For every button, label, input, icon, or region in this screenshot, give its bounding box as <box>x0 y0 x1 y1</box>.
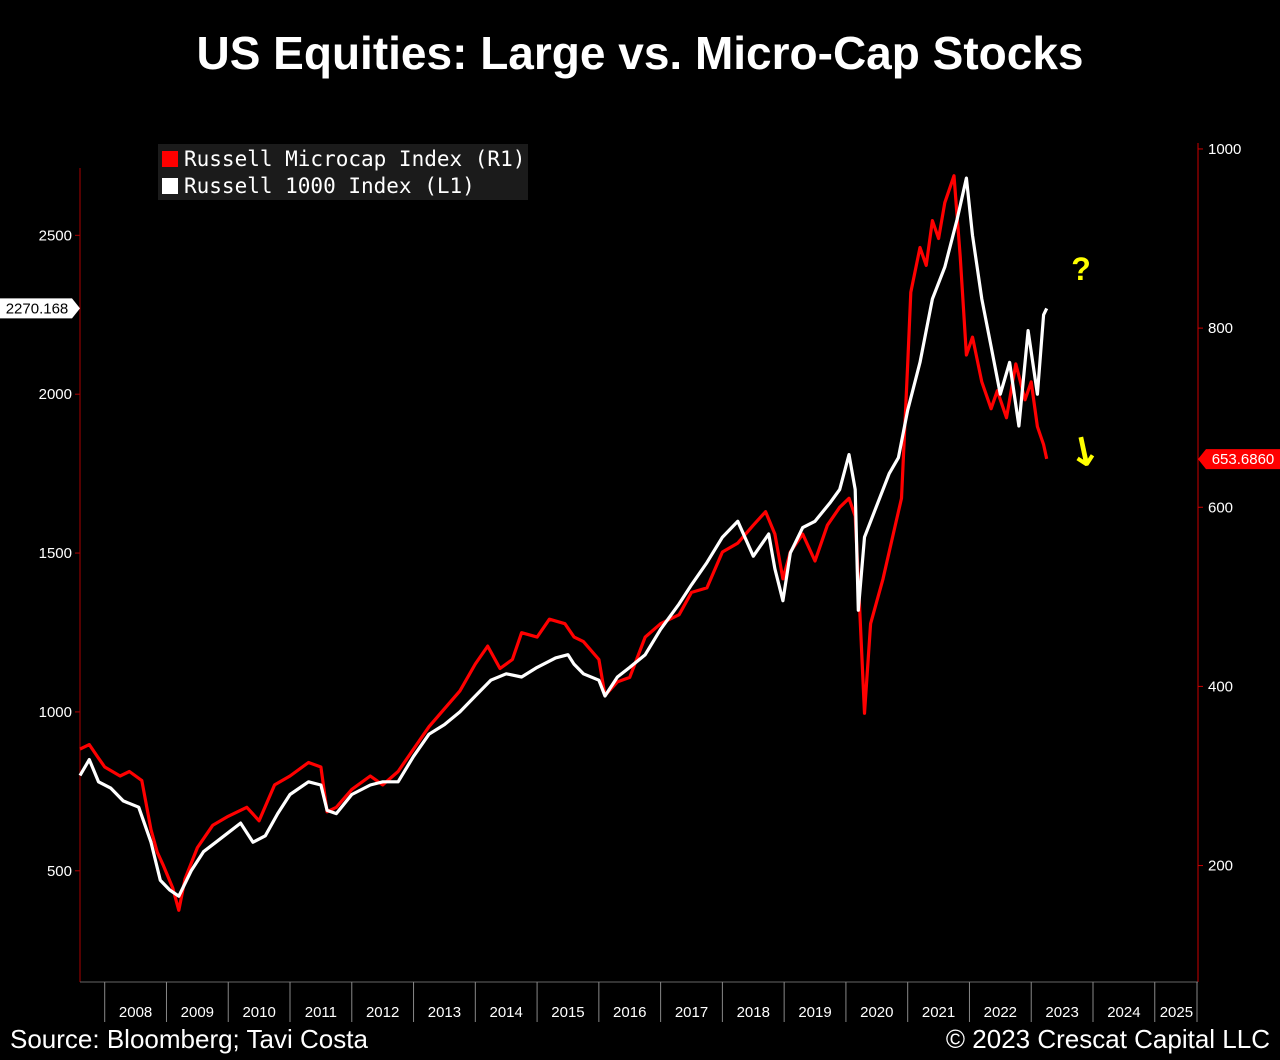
x-tick-label: 2011 <box>305 1004 337 1021</box>
legend-swatch-microcap <box>162 151 178 167</box>
x-tick-label: 2024 <box>1107 1004 1140 1021</box>
x-tick-label: 2020 <box>860 1004 893 1021</box>
legend-item-russell1000: Russell 1000 Index (L1) <box>162 173 475 199</box>
chart-title: US Equities: Large vs. Micro-Cap Stocks <box>196 27 1084 79</box>
x-tick-label: 2010 <box>242 1004 275 1021</box>
series-line-microcap <box>79 174 1049 912</box>
x-tick-label: 2015 <box>551 1004 584 1021</box>
left-tick-label: 1500 <box>39 545 72 562</box>
right-last-value-tag <box>1198 449 1280 470</box>
legend-swatch-russell1000 <box>162 178 178 194</box>
x-tick-label: 2014 <box>490 1004 523 1021</box>
right-tick-label: 600 <box>1208 499 1233 516</box>
x-tick-label: 2021 <box>922 1004 955 1021</box>
left-last-value-label: 2270.168 <box>6 300 69 317</box>
down-arrow-icon: ↓ <box>1063 427 1105 479</box>
x-tick-label: 2022 <box>984 1004 1017 1021</box>
right-last-value-label: 653.6860 <box>1212 451 1275 468</box>
x-tick-label: 2013 <box>428 1004 461 1021</box>
x-tick-label: 2018 <box>737 1004 770 1021</box>
x-tick-label: 2025 <box>1160 1004 1193 1021</box>
right-tick-label: 200 <box>1208 858 1233 875</box>
right-tick-label: 1000 <box>1208 141 1241 158</box>
x-tick-label: 2016 <box>613 1004 646 1021</box>
x-tick-label: 2009 <box>181 1004 214 1021</box>
right-tick-label: 400 <box>1208 678 1233 695</box>
question-mark-annotation: ? <box>1071 251 1091 287</box>
left-tick-label: 2000 <box>39 386 72 403</box>
left-tick-label: 500 <box>47 863 72 880</box>
legend: Russell Microcap Index (R1) Russell 1000… <box>158 144 528 200</box>
left-tick-label: 2500 <box>39 227 72 244</box>
legend-label-russell1000: Russell 1000 Index (L1) <box>184 174 475 198</box>
left-last-value-tag <box>0 298 80 319</box>
copyright-note: © 2023 Crescat Capital LLC <box>945 1024 1270 1054</box>
left-tick-label: 1000 <box>39 704 72 721</box>
source-note: Source: Bloomberg; Tavi Costa <box>10 1024 368 1054</box>
x-tick-label: 2019 <box>798 1004 831 1021</box>
x-tick-label: 2012 <box>366 1004 399 1021</box>
right-tick-label: 800 <box>1208 320 1233 337</box>
series-line-russell1000 <box>78 176 1049 898</box>
legend-label-microcap: Russell Microcap Index (R1) <box>184 147 526 171</box>
legend-item-microcap: Russell Microcap Index (R1) <box>162 146 525 172</box>
x-tick-label: 2017 <box>675 1004 708 1021</box>
x-tick-label: 2023 <box>1045 1004 1078 1021</box>
x-tick-label: 2008 <box>119 1004 152 1021</box>
